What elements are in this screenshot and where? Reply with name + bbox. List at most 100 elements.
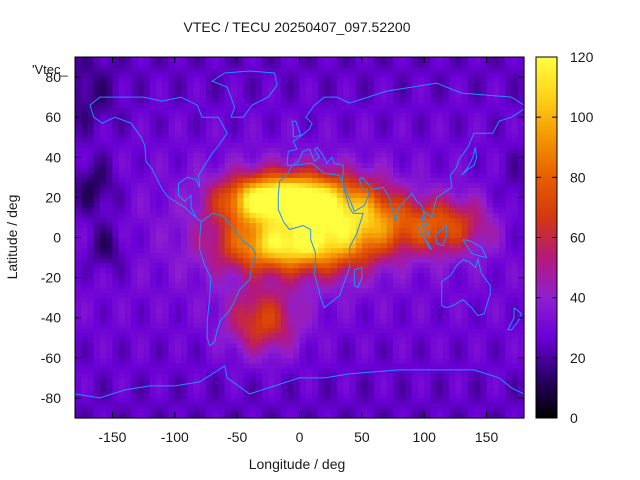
- tec-cell: [118, 82, 126, 88]
- tec-cell: [467, 387, 475, 394]
- tec-cell: [330, 337, 338, 344]
- tec-cell: [374, 377, 382, 384]
- tec-cell: [305, 132, 313, 138]
- tec-cell: [405, 222, 413, 229]
- tec-cell: [212, 377, 220, 384]
- tec-cell: [393, 127, 400, 133]
- tec-cell: [405, 322, 413, 329]
- tec-cell: [255, 92, 263, 98]
- tec-cell: [405, 342, 413, 349]
- tec-cell: [511, 107, 519, 113]
- tec-cell: [280, 332, 288, 339]
- tec-cell: [168, 137, 176, 143]
- tec-cell: [274, 342, 282, 349]
- tec-cell: [75, 252, 82, 259]
- tec-cell: [380, 327, 388, 334]
- tec-cell: [230, 177, 238, 183]
- tec-cell: [299, 127, 307, 133]
- tec-cell: [386, 177, 394, 183]
- tec-cell: [461, 377, 469, 384]
- tec-cell: [287, 77, 294, 83]
- tec-cell: [274, 117, 282, 123]
- tec-cell: [255, 197, 263, 203]
- tec-cell: [480, 402, 488, 409]
- tec-cell: [255, 327, 263, 334]
- tec-cell: [467, 247, 475, 254]
- tec-cell: [262, 167, 269, 173]
- tec-cell: [511, 412, 519, 419]
- tec-cell: [399, 117, 407, 123]
- tec-cell: [187, 317, 195, 324]
- tec-cell: [156, 152, 163, 158]
- tec-cell: [131, 102, 138, 108]
- tec-cell: [361, 172, 369, 178]
- tec-cell: [199, 327, 207, 334]
- tec-cell: [112, 167, 120, 173]
- tec-cell: [436, 372, 444, 379]
- tec-cell: [218, 412, 226, 419]
- tec-cell: [461, 242, 469, 249]
- tec-cell: [181, 282, 188, 289]
- tec-cell: [268, 167, 276, 173]
- tec-cell: [118, 182, 126, 188]
- tec-cell: [449, 372, 457, 379]
- tec-cell: [81, 152, 89, 158]
- tec-cell: [280, 277, 288, 284]
- tec-cell: [156, 227, 163, 234]
- tec-cell: [255, 382, 263, 389]
- tec-cell: [287, 307, 294, 314]
- tec-cell: [218, 92, 226, 98]
- tec-cell: [399, 277, 407, 284]
- tec-cell: [492, 232, 500, 239]
- tec-cell: [318, 267, 326, 274]
- tec-cell: [361, 347, 369, 354]
- tec-cell: [249, 322, 257, 329]
- tec-cell: [336, 232, 344, 239]
- tec-cell: [274, 122, 282, 128]
- tec-cell: [218, 397, 226, 404]
- tec-cell: [393, 272, 400, 279]
- tec-cell: [405, 382, 413, 389]
- tec-cell: [436, 142, 444, 148]
- tec-cell: [156, 72, 163, 78]
- tec-cell: [492, 197, 500, 203]
- tec-cell: [99, 267, 107, 274]
- tec-cell: [424, 182, 432, 188]
- tec-cell: [505, 342, 513, 349]
- tec-cell: [168, 407, 176, 414]
- tec-cell: [355, 227, 363, 234]
- tec-cell: [280, 142, 288, 148]
- tec-cell: [368, 222, 375, 229]
- tec-cell: [393, 292, 400, 299]
- tec-cell: [280, 377, 288, 384]
- tec-cell: [374, 97, 382, 103]
- tec-cell: [230, 322, 238, 329]
- tec-cell: [81, 92, 89, 98]
- tec-cell: [237, 92, 244, 98]
- tec-cell: [143, 107, 151, 113]
- tec-cell: [517, 362, 525, 369]
- tec-cell: [505, 217, 513, 224]
- tec-cell: [467, 237, 475, 244]
- tec-cell: [417, 307, 425, 314]
- tec-cell: [199, 162, 207, 168]
- tec-cell: [293, 307, 301, 314]
- tec-cell: [268, 322, 276, 329]
- tec-cell: [168, 392, 176, 399]
- tec-cell: [230, 342, 238, 349]
- tec-cell: [218, 262, 226, 269]
- tec-cell: [112, 302, 120, 309]
- tec-cell: [124, 272, 132, 279]
- tec-cell: [424, 187, 432, 193]
- tec-cell: [336, 377, 344, 384]
- tec-cell: [224, 212, 232, 219]
- tec-cell: [143, 292, 151, 299]
- tec-cell: [243, 72, 251, 78]
- tec-cell: [380, 107, 388, 113]
- tec-cell: [449, 77, 457, 83]
- tec-cell: [393, 162, 400, 168]
- tec-cell: [124, 407, 132, 414]
- tec-cell: [499, 157, 506, 163]
- tec-cell: [131, 247, 138, 254]
- tec-cell: [455, 337, 463, 344]
